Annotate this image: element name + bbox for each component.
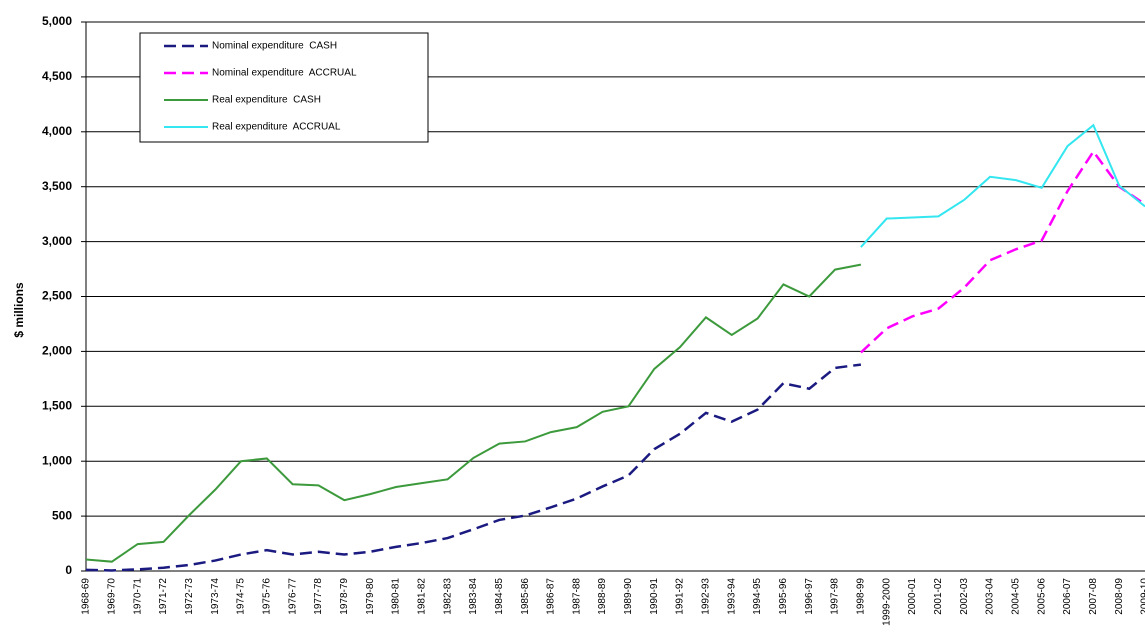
- x-tick-label: 2000-01: [907, 578, 918, 615]
- x-tick-label: 1987-88: [571, 578, 582, 615]
- y-tick-label: 2,500: [42, 289, 72, 303]
- x-tick-label: 1974-75: [236, 578, 247, 615]
- x-tick-label: 1970-71: [132, 578, 143, 615]
- series-line: [860, 123, 1145, 248]
- x-tick-label: 1994-95: [752, 578, 763, 615]
- x-tick-label: 2003-04: [985, 578, 996, 615]
- x-tick-label: 1999-2000: [881, 578, 892, 626]
- legend-label: Nominal expenditure CASH: [212, 41, 337, 52]
- x-tick-label: 1969-70: [106, 578, 117, 615]
- x-tick-label: 1972-73: [184, 578, 195, 615]
- y-tick-label: 2,000: [42, 344, 72, 358]
- x-tick-label: 1980-81: [391, 578, 402, 615]
- x-tick-label: 1981-82: [416, 578, 427, 615]
- y-tick-label: 4,000: [42, 124, 72, 138]
- legend-box: [139, 32, 429, 143]
- x-tick-label: 1978-79: [339, 578, 350, 615]
- x-tick-label: 2004-05: [1011, 578, 1022, 615]
- x-tick-label: 1971-72: [158, 578, 169, 615]
- x-tick-label: 2008-09: [1114, 578, 1125, 615]
- x-tick-label: 1995-96: [778, 578, 789, 615]
- series-line: [860, 149, 1145, 354]
- x-tick-label: 2007-08: [1088, 578, 1099, 615]
- x-tick-label: 1976-77: [287, 578, 298, 615]
- legend-label: Real expenditure ACCRUAL: [212, 122, 341, 133]
- y-tick-label: 1,000: [42, 453, 72, 467]
- x-tick-label: 1988-89: [597, 578, 608, 615]
- x-tick-label: 1992-93: [701, 578, 712, 615]
- y-tick-label: 0: [65, 563, 72, 577]
- legend-label: Nominal expenditure ACCRUAL: [212, 68, 357, 79]
- x-tick-label: 1998-99: [856, 578, 867, 615]
- y-tick-label: 3,000: [42, 234, 72, 248]
- x-tick-label: 1983-84: [468, 578, 479, 615]
- x-tick-label: 2005-06: [1036, 578, 1047, 615]
- legend-label: Real expenditure CASH: [212, 95, 321, 106]
- x-tick-label: 1996-97: [804, 578, 815, 615]
- y-axis-label: $ millions: [12, 282, 26, 338]
- y-tick-label: 3,500: [42, 179, 72, 193]
- x-tick-label: 1989-90: [623, 578, 634, 615]
- x-tick-label: 1993-94: [726, 578, 737, 615]
- x-tick-label: 2002-03: [959, 578, 970, 615]
- x-tick-label: 1990-91: [649, 578, 660, 615]
- x-tick-label: 2001-02: [933, 578, 944, 615]
- y-tick-label: 1,500: [42, 398, 72, 412]
- x-tick-label: 1973-74: [210, 578, 221, 615]
- y-tick-label: 4,500: [42, 69, 72, 83]
- series-line: [85, 263, 862, 563]
- x-tick-label: 1982-83: [442, 578, 453, 615]
- x-tick-label: 1991-92: [675, 578, 686, 615]
- x-tick-label: 2006-07: [1062, 578, 1073, 615]
- x-tick-label: 1984-85: [494, 578, 505, 615]
- y-tick-label: 500: [52, 508, 72, 522]
- series-line: [85, 363, 862, 572]
- x-tick-label: 1977-78: [313, 578, 324, 615]
- x-tick-label: 1986-87: [546, 578, 557, 615]
- x-tick-label: 1975-76: [261, 578, 272, 615]
- x-tick-label: 1979-80: [365, 578, 376, 615]
- x-tick-label: 1997-98: [830, 578, 841, 615]
- x-tick-label: 1968-69: [81, 578, 92, 615]
- x-tick-label: 1985-86: [520, 578, 531, 615]
- x-tick-label: 2009-10: [1140, 578, 1145, 615]
- y-tick-label: 5,000: [42, 14, 72, 28]
